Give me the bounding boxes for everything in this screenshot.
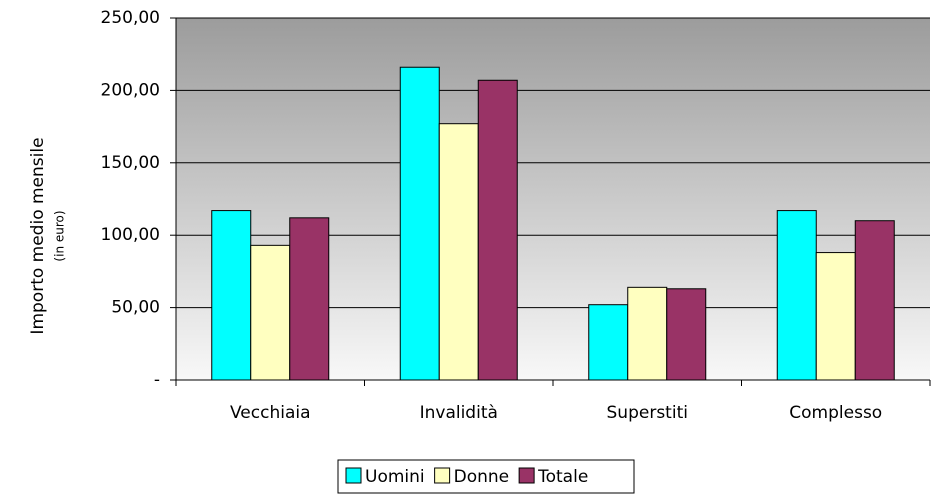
- bar: [399, 66, 440, 381]
- bar: [854, 220, 895, 381]
- legend-label: Donne: [454, 467, 510, 487]
- y-tick-label: 50,00: [111, 298, 160, 318]
- y-tick-label: -: [154, 370, 160, 390]
- bar: [289, 217, 330, 381]
- legend-swatch: [434, 467, 451, 484]
- y-axis-sublabel: (in euro): [53, 210, 67, 261]
- y-tick-label: 100,00: [101, 225, 160, 245]
- bar: [438, 123, 479, 381]
- bar: [815, 252, 856, 381]
- bar: [477, 79, 518, 381]
- y-axis-label: Importo medio mensile: [28, 137, 48, 334]
- bar: [211, 210, 252, 381]
- bar: [588, 304, 629, 381]
- y-tick-label: 150,00: [101, 153, 160, 173]
- x-tick-label: Vecchiaia: [230, 403, 311, 423]
- legend-label: Uomini: [365, 467, 425, 487]
- bar: [250, 244, 291, 381]
- bar: [776, 210, 817, 381]
- bar: [627, 286, 668, 381]
- y-tick-label: 200,00: [101, 80, 160, 100]
- x-tick-label: Superstiti: [607, 403, 688, 423]
- x-tick-label: Complesso: [789, 403, 882, 423]
- legend-swatch: [518, 467, 535, 484]
- legend-box: [337, 459, 635, 494]
- legend-swatch: [345, 467, 362, 484]
- legend-label: Totale: [537, 467, 588, 487]
- bar: [666, 288, 707, 381]
- y-tick-label: 250,00: [101, 8, 160, 28]
- x-tick-label: Invalidità: [420, 403, 498, 423]
